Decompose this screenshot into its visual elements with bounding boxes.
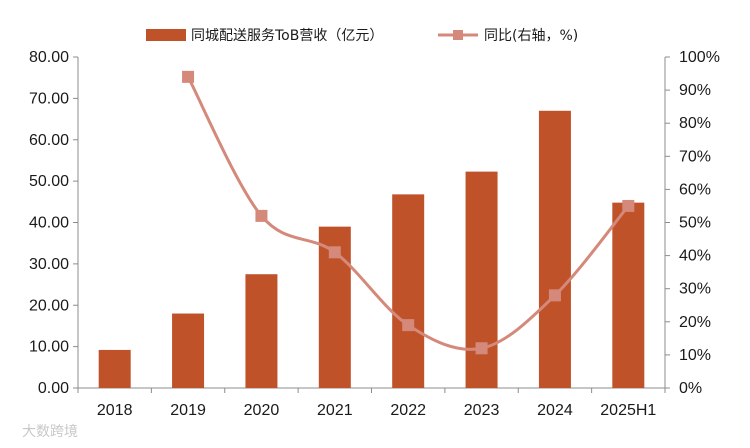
yoy-point — [328, 246, 341, 259]
left-axis-tick-label: 50.00 — [29, 173, 69, 190]
yoy-point — [255, 209, 268, 222]
x-axis-tick-label: 2019 — [170, 402, 206, 419]
legend-line-label: 同比(右轴，%) — [484, 28, 578, 44]
right-axis-tick-label: 20% — [679, 314, 711, 331]
left-axis-tick-label: 40.00 — [29, 215, 69, 232]
left-axis-tick-label: 60.00 — [29, 132, 69, 149]
yoy-point — [475, 342, 488, 355]
bar — [392, 194, 425, 388]
left-axis-tick-label: 0.00 — [38, 380, 69, 397]
yoy-point — [402, 319, 415, 332]
right-axis-tick-label: 90% — [679, 82, 711, 99]
left-axis-tick-label: 10.00 — [29, 339, 69, 356]
bar — [465, 171, 498, 388]
right-axis-tick-label: 50% — [679, 215, 711, 232]
bar — [172, 313, 205, 388]
line-series — [182, 70, 635, 355]
right-axis-tick-label: 100% — [679, 49, 720, 66]
x-axis-tick-label: 2022 — [390, 402, 426, 419]
right-axis-tick-label: 0% — [679, 380, 702, 397]
bar — [98, 349, 131, 388]
x-axis-tick-label: 2024 — [537, 402, 573, 419]
x-axis-tick-label: 2021 — [317, 402, 353, 419]
right-axis-tick-label: 60% — [679, 181, 711, 198]
yoy-point — [182, 70, 195, 83]
x-axis-labels: 2018 2019 2020 2021 2022 2023 2024 2025H1 — [97, 402, 657, 419]
right-axis-tick-label: 30% — [679, 281, 711, 298]
right-axis-tick-label: 70% — [679, 148, 711, 165]
x-axis-tick-label: 2025H1 — [600, 402, 656, 419]
legend-bar-label: 同城配送服务ToB营收（亿元） — [191, 28, 383, 44]
yoy-point — [622, 199, 635, 212]
legend-line-marker — [453, 30, 463, 40]
x-axis-tick-label: 2020 — [244, 402, 280, 419]
left-axis-tick-label: 20.00 — [29, 297, 69, 314]
watermark-text: 大数跨境 — [22, 424, 78, 440]
right-axis-tick-label: 40% — [679, 248, 711, 265]
left-axis-tick-label: 30.00 — [29, 256, 69, 273]
left-axis-tick-label: 80.00 — [29, 49, 69, 66]
bar-series — [98, 110, 645, 388]
x-axis-tick-label: 2023 — [464, 402, 500, 419]
axes — [73, 56, 670, 393]
watermark: 大数跨境 — [22, 424, 78, 440]
left-axis-tick-label: 70.00 — [29, 90, 69, 107]
yoy-point — [548, 289, 561, 302]
left-axis-labels: 0.00 10.00 20.00 30.00 40.00 50.00 60.00 70.00 8… — [29, 49, 69, 397]
right-axis-tick-label: 10% — [679, 347, 711, 364]
bar — [612, 202, 645, 388]
bar — [245, 274, 278, 388]
right-axis-tick-label: 80% — [679, 115, 711, 132]
bar — [538, 110, 571, 388]
right-axis-labels: 0% 10% 20% 30% 40% 50% 60% 70% 80% 90% 100% — [679, 49, 720, 397]
x-axis-tick-label: 2018 — [97, 402, 133, 419]
legend-bar-swatch — [146, 29, 186, 41]
legend: 同城配送服务ToB营收（亿元） 同比(右轴，%) — [146, 28, 578, 44]
